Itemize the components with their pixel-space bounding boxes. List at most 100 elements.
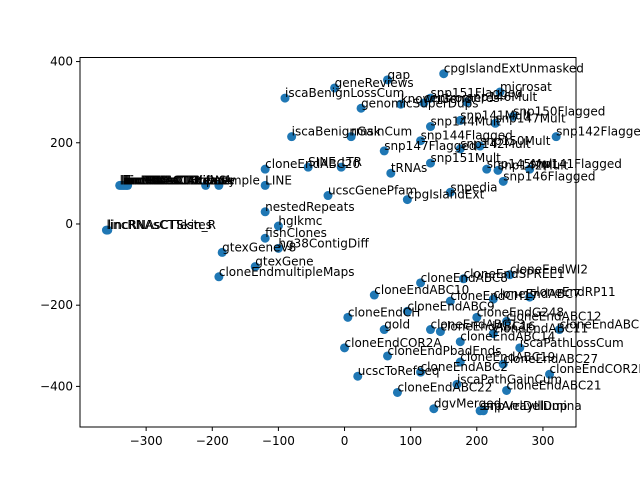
point-label: snpArrayIllumina [480, 399, 582, 413]
point-label: cloneEndG248 [477, 305, 564, 319]
point-label: snp142Mult [498, 158, 569, 172]
point-label: iscaBenignLossCum [285, 86, 404, 100]
point-label: snp150Mult [480, 134, 551, 148]
point-label: cloneEndABC8 [421, 271, 508, 285]
y-axis: −400 −200 0 200 400 [40, 55, 80, 393]
scatter-point [545, 369, 555, 379]
scatter-point [452, 379, 462, 389]
point-label: snp142Mult [460, 137, 531, 151]
scatter-point [498, 359, 508, 369]
scatter-point [445, 187, 455, 197]
scatter-point [554, 325, 564, 335]
point-label: cloneEndWI2 [510, 263, 588, 277]
point-label: tRNAs [391, 161, 427, 175]
point-label: cpgIslandExtUnmasked [444, 62, 584, 76]
point-label: DNA [206, 173, 233, 187]
point-label: ucscGenePfam [328, 184, 417, 198]
scatter-point [330, 83, 340, 93]
scatter-point [495, 87, 505, 97]
point-label: geneReviews [335, 76, 414, 90]
scatter-point [455, 115, 465, 125]
x-tick-label: −300 [130, 434, 163, 448]
point-label: cloneEndABC27 [503, 352, 598, 366]
scatter-point [273, 221, 283, 231]
scatter-point [488, 329, 498, 339]
point-label: cloneEndSPREE1 [464, 267, 565, 281]
point-label: snp144Mult [431, 115, 502, 129]
point-label: cloneEndCOR2B [550, 362, 640, 376]
scatter-point [429, 404, 439, 414]
point-label: microsat [500, 80, 552, 94]
scatter-point [435, 327, 445, 337]
scatter-point [379, 325, 389, 335]
scatter-point [123, 180, 133, 190]
point-label: dgvMerged [434, 397, 501, 411]
scatter-point [416, 136, 426, 146]
point-label: lincRNAsCTLiver [128, 173, 226, 187]
point-label: nestedRepeats [265, 200, 354, 214]
scatter-point [505, 270, 515, 280]
y-tick-label: 200 [50, 136, 73, 150]
point-label: cpgIslandExt [407, 188, 484, 202]
scatter-point [340, 343, 350, 353]
point-label: ucscToRefSeq [358, 364, 440, 378]
scatter-point [201, 180, 211, 190]
x-tick-label: −200 [196, 434, 229, 448]
scatter-point [260, 180, 270, 190]
point-label: snp147Mult [495, 111, 566, 125]
point-label: LTR [341, 155, 362, 169]
scatter-point [402, 306, 412, 316]
scatter-point [396, 99, 406, 109]
scatter-point [260, 233, 270, 243]
scatter-point [416, 367, 426, 377]
point-label: cloneEndABC16 [440, 320, 535, 334]
point-label: snp147Flagged [384, 139, 476, 153]
scatter-point [214, 180, 224, 190]
scatter-point [455, 144, 465, 154]
scatter-point [475, 141, 485, 151]
scatter-point [273, 243, 283, 253]
point-label: centromeres [424, 91, 500, 105]
scatter-point [303, 162, 313, 172]
point-label: iscaPathLossCum [520, 336, 624, 350]
scatter-point [445, 296, 455, 306]
scatter-point [459, 274, 469, 284]
point-label: iscaPathGainCum [457, 372, 562, 386]
point-label: cloneEndABC7 [493, 287, 580, 301]
scatter-point [498, 176, 508, 186]
point-label: lincRNAsCTTestes [106, 218, 211, 232]
scatter-point [508, 111, 518, 121]
point-label: snp151Flagged [431, 86, 523, 100]
point-label: cloneEndABC6 [559, 318, 640, 332]
scatter-point [525, 292, 535, 302]
scatter-point [455, 337, 465, 347]
point-label: iscaBenignGainCum [292, 125, 413, 139]
point-label: lincRNAsCTColon [124, 173, 226, 187]
scatter-point [250, 262, 260, 272]
point-label: LINE [265, 173, 292, 187]
point-label: cloneEndCOR2A [345, 336, 443, 350]
plot-frame [79, 57, 577, 428]
point-label: genomicSuperDups [361, 96, 478, 110]
point-label: knownGene [401, 92, 472, 106]
scatter-point [426, 158, 436, 168]
scatter-point [369, 290, 379, 300]
scatter-point [260, 207, 270, 217]
scatter-point [392, 387, 402, 397]
scatter-point [426, 325, 436, 335]
point-label: snp145Mult [487, 157, 558, 171]
scatter-point [323, 191, 333, 201]
scatter-point [402, 195, 412, 205]
point-label: gap [388, 68, 411, 82]
point-label: cloneEndCH [348, 305, 420, 319]
scatter-point [280, 93, 290, 103]
point-label: fishClones [265, 226, 327, 240]
point-label: snp146Flagged [503, 169, 595, 183]
scatter-point [472, 312, 482, 322]
point-label: rmsk [351, 125, 381, 139]
point-label: lincRNAsCTKidney [126, 173, 235, 187]
point-label: cloneEndmultipleMaps [219, 265, 355, 279]
scatter-point [343, 312, 353, 322]
point-label: snp151Mult [431, 151, 502, 165]
